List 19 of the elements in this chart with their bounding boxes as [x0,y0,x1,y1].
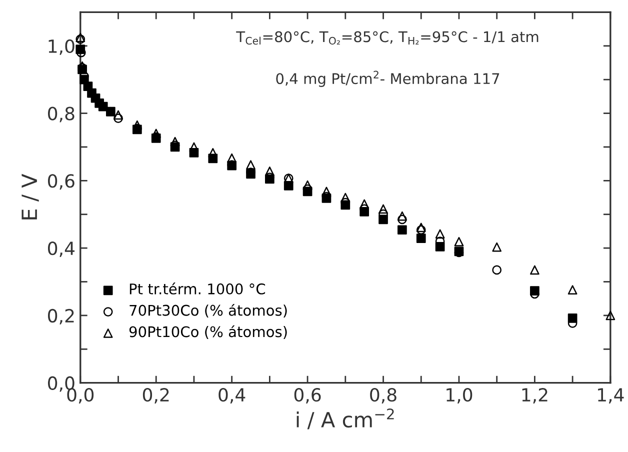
y-tick-label: 1,0 [48,39,74,55]
legend-label: 70Pt30Co (% átomos) [130,304,287,318]
legend-label: 90Pt10Co (% átomos) [129,325,287,339]
x-tick-label: 0,2 [142,388,169,404]
legend-label: Pt tr.térm. 1000 °C [130,282,266,294]
y-tick-label: 0,6 [48,174,74,190]
x-tick-label: 0,8 [370,388,396,404]
x-tick-label: 1,2 [522,388,548,404]
y-tick-label: 0,8 [48,106,74,122]
y-axis-title: E / V [22,174,39,220]
annotation: 0,4 mg Pt/cm$^{2}$- Membrana 117 [276,70,500,87]
y-tick-label: 0,2 [48,308,74,324]
x-axis-title: i / A cm$^{−2}$ [296,408,394,430]
annotation: T$_{Cel}$=80°C, T$_{O₂}$=85°C, T$_{H₂}$=95°C - 1/1 atm [236,31,538,45]
x-tick-label: 1,4 [598,388,624,404]
x-tick-label: 0,6 [294,388,321,404]
y-tick-label: 0,4 [48,242,75,258]
x-tick-label: 1,0 [446,388,472,404]
x-tick-label: 0,4 [218,388,246,404]
